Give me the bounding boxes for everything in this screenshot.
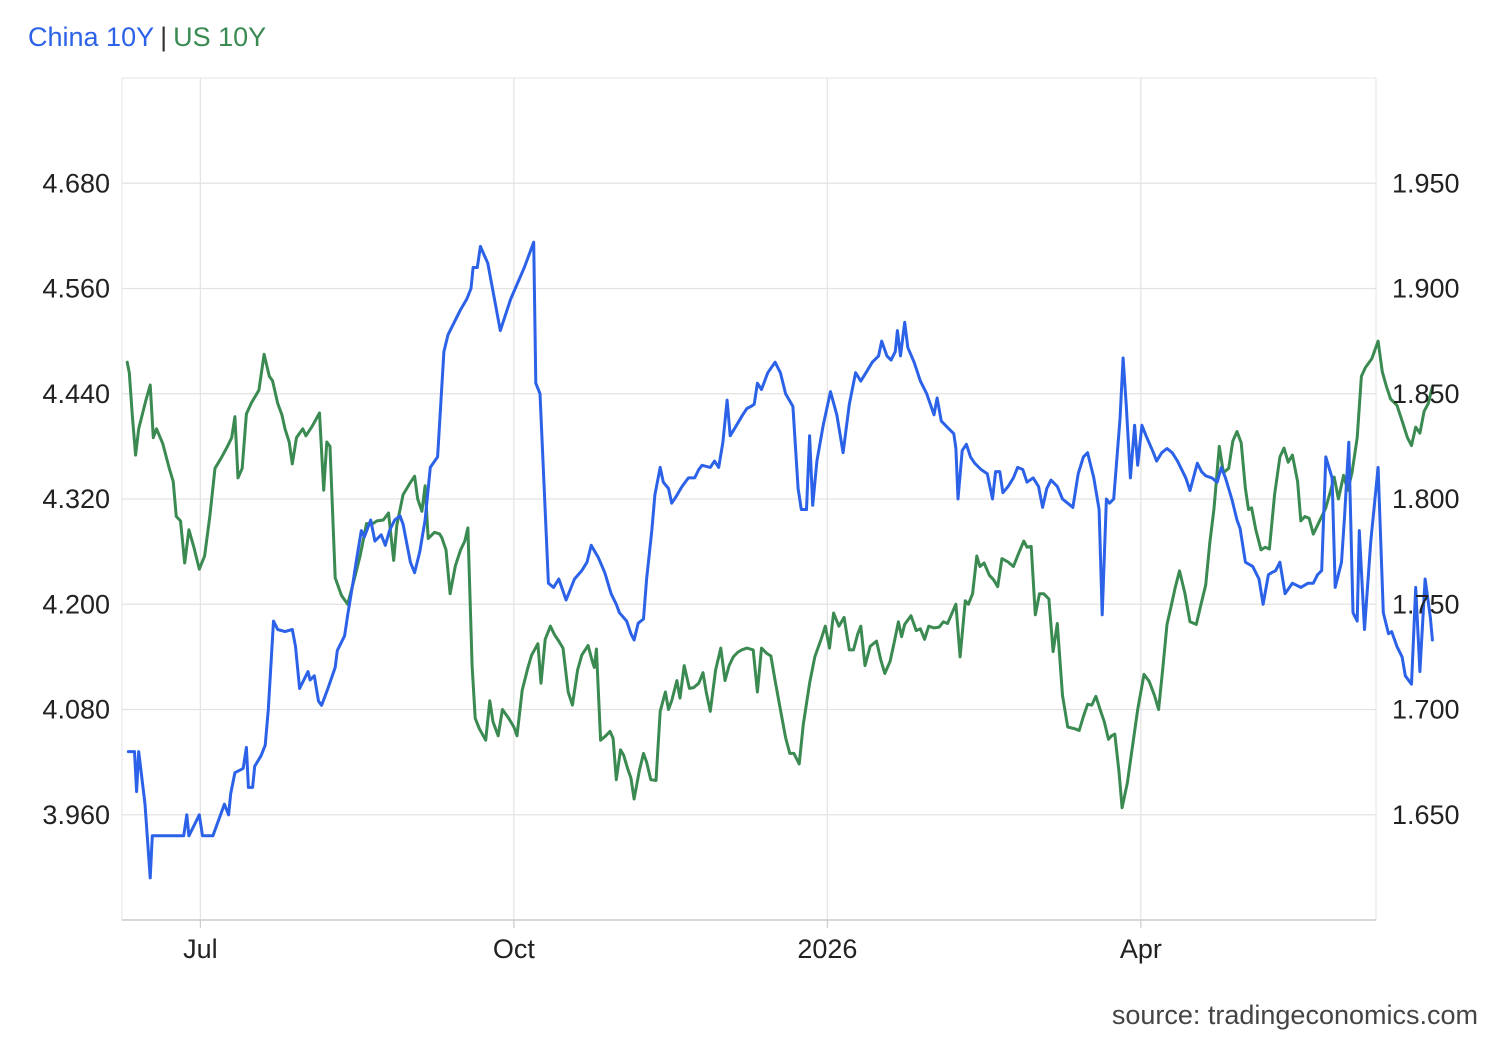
right-tick-label: 1.950 [1392, 168, 1460, 198]
x-tick-label: Jul [183, 934, 218, 964]
left-tick-label: 4.440 [42, 379, 110, 409]
legend: China 10Y | US 10Y [28, 22, 266, 53]
left-tick-label: 4.560 [42, 274, 110, 304]
legend-us-10y[interactable]: US 10Y [173, 22, 267, 52]
series-line-china-10y[interactable] [126, 240, 1434, 880]
right-tick-label: 1.700 [1392, 695, 1460, 725]
series-line-us-10y[interactable] [125, 339, 1434, 810]
left-tick-label: 3.960 [42, 800, 110, 830]
left-tick-label: 4.200 [42, 589, 110, 619]
x-tick-label: Apr [1120, 934, 1162, 964]
right-tick-label: 1.800 [1392, 484, 1460, 514]
grid-lines [121, 77, 1377, 920]
left-tick-label: 4.320 [42, 484, 110, 514]
legend-china-10y[interactable]: China 10Y [28, 22, 155, 52]
left-tick-label: 4.680 [42, 168, 110, 198]
source-credit[interactable]: source: tradingeconomics.com [1111, 1000, 1478, 1030]
right-tick-label: 1.750 [1392, 589, 1460, 619]
left-tick-label: 4.080 [42, 695, 110, 725]
right-tick-label: 1.850 [1392, 379, 1460, 409]
tick-labels: 3.960 1.650 4.080 1.700 4.200 1.750 4.320 1.800… [42, 168, 1459, 964]
x-tick-label: Oct [493, 934, 536, 964]
right-tick-label: 1.650 [1392, 800, 1460, 830]
x-tick-label: 2026 [797, 934, 857, 964]
axes [122, 919, 1376, 928]
series-layer [125, 240, 1434, 880]
legend-separator: | [160, 22, 168, 52]
right-tick-label: 1.900 [1392, 274, 1460, 304]
